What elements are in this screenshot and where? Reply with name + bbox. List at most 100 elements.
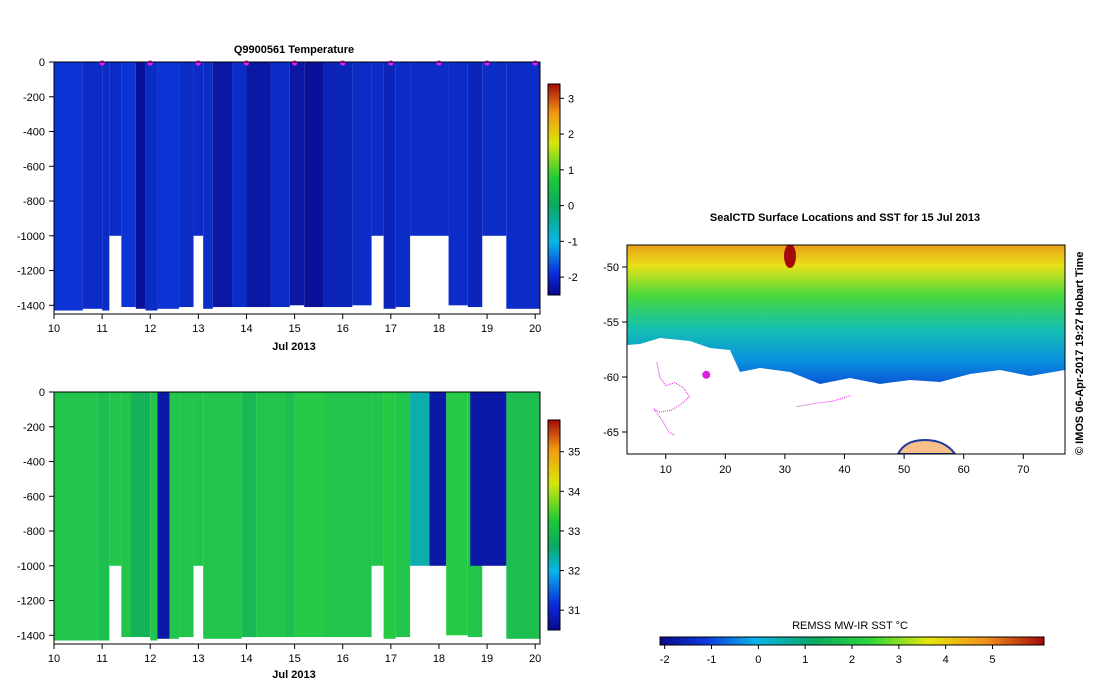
profile-marker — [291, 60, 298, 66]
profile-cell — [467, 62, 483, 308]
seal-position-cluster — [702, 370, 711, 379]
profile-cell — [304, 62, 324, 308]
copyright-note: © IMOS 06-Apr-2017 19:27 Hobart Time — [1074, 251, 1086, 455]
x-tick-label: 18 — [433, 653, 445, 665]
colorbar-tick-label: -2 — [660, 654, 670, 666]
profile-cell — [203, 62, 213, 309]
profile-cell — [169, 392, 180, 639]
colorbar-label: REMSS MW-IR SST °C — [792, 620, 908, 632]
colorbar-tick-label: -1 — [707, 654, 717, 666]
x-tick-label: 13 — [192, 653, 204, 665]
profile-marker — [340, 60, 346, 66]
profile-cell — [470, 392, 507, 566]
profile-cell — [256, 392, 285, 638]
y-tick-label: -1400 — [17, 630, 45, 642]
y-tick-label: -50 — [603, 262, 619, 274]
temperature-section-chart: Q9900561 Temperature 10 11 12 13 14 15 16 17 18 1… — [17, 44, 578, 353]
y-tick-label: -55 — [603, 317, 619, 329]
y-tick-label: -800 — [23, 196, 45, 208]
y-tick-label: -200 — [23, 92, 45, 104]
x-tick-label: 40 — [838, 464, 850, 476]
x-tick-label: 16 — [337, 323, 349, 335]
x-axis-ticks: 10 11 12 13 14 15 16 17 18 19 20 — [48, 644, 541, 665]
x-tick-label: 20 — [529, 323, 541, 335]
sea-ice-mask — [627, 338, 1065, 454]
colorbar-tick-label: 32 — [568, 566, 580, 578]
profile-cell — [395, 392, 411, 638]
y-tick-label: -1200 — [17, 266, 45, 278]
profile-marker — [532, 60, 538, 66]
x-axis-label: Jul 2013 — [272, 341, 315, 353]
y-tick-label: -600 — [23, 491, 45, 503]
x-tick-label: 30 — [779, 464, 791, 476]
colorbar-tick-label: 33 — [568, 526, 580, 538]
colorbar-tick-label: 0 — [568, 201, 574, 213]
y-tick-label: 0 — [39, 387, 45, 399]
x-tick-label: 16 — [337, 653, 349, 665]
profile-cell — [157, 62, 180, 309]
chart-title: SealCTD Surface Locations and SST for 15… — [710, 212, 980, 224]
profile-marker — [484, 60, 490, 66]
colorbar-tick-label: 2 — [849, 654, 855, 666]
seal-track — [653, 362, 691, 436]
profile-cell — [193, 62, 204, 236]
profile-marker — [195, 60, 201, 66]
x-tick-label: 13 — [192, 323, 204, 335]
colorbar-tick-label: 2 — [568, 129, 574, 141]
map-frame — [626, 244, 1066, 455]
profile-cell — [383, 392, 396, 639]
profile-cell — [179, 62, 194, 308]
profile-cell — [323, 392, 372, 638]
profile-cell — [506, 392, 540, 639]
profile-cell — [82, 62, 103, 309]
profile-cell — [284, 392, 295, 638]
profile-cell — [246, 62, 271, 308]
profile-cell — [157, 392, 170, 639]
colorbar-ticks: -2 -1 0 1 2 3 — [560, 93, 578, 284]
colorbar-tick-label: 34 — [568, 486, 580, 498]
y-tick-label: -60 — [603, 372, 619, 384]
profile-cell — [371, 392, 384, 566]
x-tick-label: 17 — [385, 323, 397, 335]
x-tick-label: 10 — [660, 464, 672, 476]
y-axis-ticks: -50 -55 -60 -65 — [603, 262, 627, 439]
y-tick-label: -600 — [23, 161, 45, 173]
colorbar-tick-label: 0 — [755, 654, 761, 666]
x-tick-label: 11 — [96, 323, 107, 335]
profile-cell — [241, 392, 257, 638]
profile-cell — [150, 392, 158, 641]
y-tick-label: 0 — [39, 57, 45, 69]
profile-cell — [270, 62, 290, 308]
y-tick-label: -1400 — [17, 300, 45, 312]
profile-cell — [371, 62, 384, 236]
x-tick-label: 20 — [719, 464, 731, 476]
profile-cell — [212, 62, 233, 308]
profile-marker — [388, 60, 394, 66]
y-tick-label: -800 — [23, 526, 45, 538]
profile-cell — [135, 62, 146, 309]
x-tick-label: 12 — [144, 323, 156, 335]
chart-title: Q9900561 Temperature — [234, 44, 354, 56]
profile-cell — [395, 62, 411, 308]
profile-cell — [130, 392, 151, 638]
profile-cell — [294, 392, 324, 638]
colorbar — [547, 83, 561, 296]
profile-cell — [506, 62, 540, 309]
x-axis-label: Jul 2013 — [272, 669, 315, 681]
x-tick-label: 19 — [481, 323, 493, 335]
profile-cell — [410, 392, 430, 566]
colorbar-tick-label: 35 — [568, 447, 580, 459]
x-tick-label: 15 — [288, 653, 300, 665]
warm-anomaly — [784, 245, 796, 268]
profile-marker — [243, 60, 250, 66]
y-tick-label: -1000 — [17, 231, 45, 243]
colorbar-tick-label: 5 — [989, 654, 995, 666]
x-axis-ticks: 10 20 30 40 50 60 70 — [660, 454, 1029, 476]
y-tick-label: -200 — [23, 422, 45, 434]
colorbar-tick-label: 3 — [568, 93, 574, 105]
profile-cell — [121, 392, 131, 638]
colorbar-ticks: -2 -1 0 1 2 3 4 5 — [660, 645, 996, 666]
profile-cell — [410, 62, 449, 236]
y-tick-label: -1000 — [17, 561, 45, 573]
y-tick-label: -1200 — [17, 596, 45, 608]
